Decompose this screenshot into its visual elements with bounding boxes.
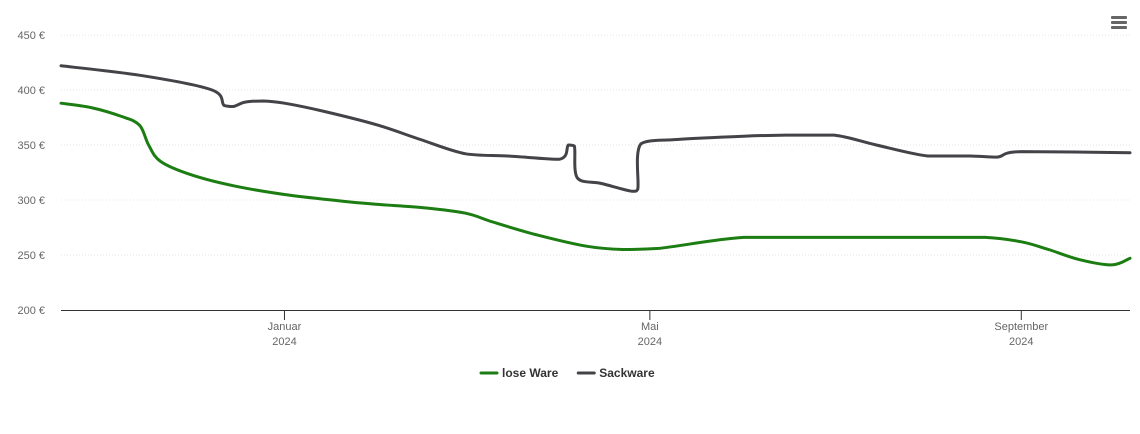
x-tick-label: 2024 <box>638 336 662 348</box>
series-line-lose-ware <box>59 101 1132 267</box>
legend-item-lose-ware[interactable]: lose Ware <box>479 366 559 380</box>
legend: lose Ware Sackware <box>479 366 655 380</box>
y-axis: 200 € 250 € 300 € 350 € 400 € 450 € <box>17 30 45 317</box>
series-group <box>59 64 1132 267</box>
x-tick-label: 2024 <box>272 336 296 348</box>
y-tick-label: 300 € <box>17 195 45 207</box>
y-tick-label: 250 € <box>17 250 45 262</box>
y-tick-label: 450 € <box>17 30 45 42</box>
x-tick-label: September <box>994 321 1048 333</box>
series-line-sackware <box>59 64 1132 193</box>
x-tick-label: Januar <box>268 321 302 333</box>
y-tick-label: 400 € <box>17 85 45 97</box>
legend-item-sackware[interactable]: Sackware <box>576 366 655 380</box>
legend-label: Sackware <box>599 366 655 380</box>
x-tick-label: Mai <box>641 321 659 333</box>
y-tick-label: 200 € <box>17 305 45 317</box>
hamburger-menu-icon[interactable] <box>1108 12 1130 34</box>
y-tick-label: 350 € <box>17 140 45 152</box>
x-axis: Januar 2024 Mai 2024 September 2024 <box>61 310 1130 348</box>
grid-lines <box>61 34 1130 256</box>
legend-label: lose Ware <box>502 366 559 380</box>
x-tick-label: 2024 <box>1009 336 1033 348</box>
